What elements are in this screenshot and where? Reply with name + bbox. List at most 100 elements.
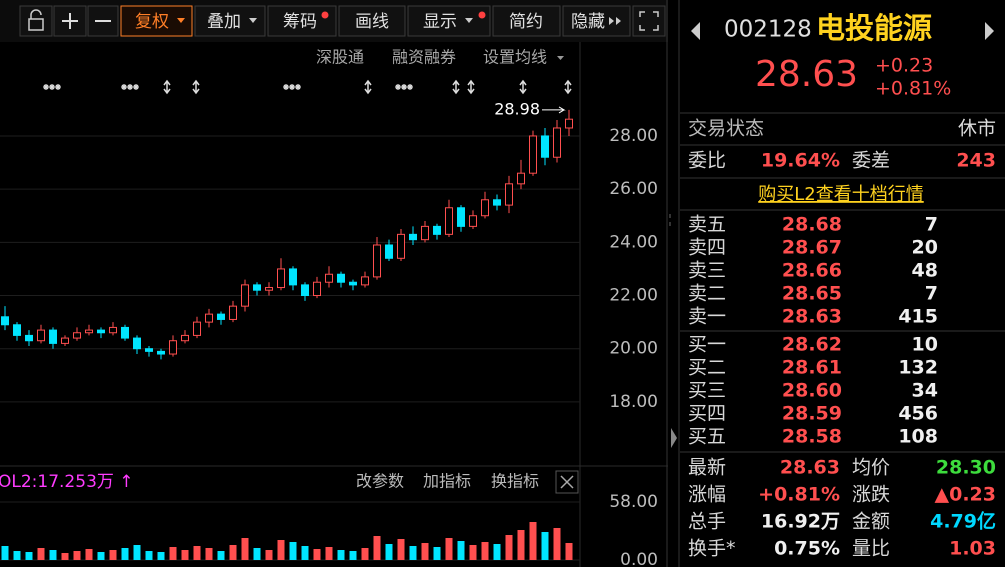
volume-bar	[205, 548, 213, 560]
volume-bar	[469, 545, 477, 560]
volume-bar	[565, 543, 573, 560]
chart-option[interactable]: 深股通	[316, 48, 364, 67]
volume-bar	[25, 552, 33, 560]
candle-body	[481, 199, 489, 217]
candle-body	[265, 287, 273, 291]
order-book: 卖五 28.68 7 卖四 28.67 20 卖三 28.66 48 卖二 28.65 7 卖一 28.6…	[688, 214, 938, 448]
candle-body	[241, 284, 249, 307]
high-annotation: 28.98	[494, 99, 540, 118]
next-stock[interactable]	[985, 22, 994, 40]
stat-label: 换手*	[688, 538, 736, 560]
level-price: 28.68	[782, 214, 842, 236]
y-tick-label: 22.00	[609, 286, 658, 306]
event-star	[55, 84, 61, 90]
volume-bar	[133, 545, 141, 560]
event-star	[407, 84, 413, 90]
volume-bar	[373, 536, 381, 560]
toolbar-button-label: 隐藏	[571, 12, 605, 32]
candle-body	[97, 329, 105, 334]
double-caret	[609, 17, 621, 25]
event-arrow	[564, 79, 572, 95]
volume-bar	[49, 550, 57, 560]
level-label: 买三	[688, 380, 726, 402]
indicator-action[interactable]: 加指标	[423, 472, 471, 491]
level-label: 买五	[688, 426, 726, 448]
volume-bar	[349, 551, 357, 560]
event-arrow	[452, 79, 460, 95]
stat-label: 金额	[852, 511, 890, 533]
volume-bar	[193, 546, 201, 560]
candle-body	[121, 326, 129, 339]
event-star	[121, 84, 127, 90]
level-label: 买二	[688, 357, 726, 379]
expand-button[interactable]	[632, 5, 666, 37]
candle-body	[421, 225, 429, 241]
chart-option[interactable]: 融资融券	[392, 48, 456, 67]
event-star	[133, 84, 139, 90]
event-arrow	[467, 79, 475, 95]
zoom-in-button[interactable]	[53, 5, 87, 37]
display-button[interactable]	[407, 5, 491, 37]
stat-value: 16.92万	[761, 511, 840, 533]
dropdown-caret	[557, 56, 564, 60]
stat-label: 最新	[688, 457, 726, 479]
collapse-arrow[interactable]	[671, 428, 677, 448]
y-tick-label: 26.00	[609, 179, 658, 199]
indicator-action[interactable]: 改参数	[356, 472, 404, 491]
stat-value: 1.03	[949, 538, 996, 560]
event-star	[283, 84, 289, 90]
event-star	[289, 84, 295, 90]
volume-bar	[109, 550, 117, 560]
chips-button[interactable]	[267, 5, 337, 37]
stat-value: +0.81%	[758, 484, 840, 506]
ratio-label: 委比	[688, 150, 726, 172]
volume-bar	[313, 549, 321, 560]
volume-tick-label: 0.00	[620, 550, 658, 567]
candle-body	[337, 273, 345, 283]
candle-body	[169, 340, 177, 355]
volume-bar	[457, 541, 465, 560]
toolbar-button-label: 复权	[135, 12, 169, 32]
level-label: 卖二	[688, 283, 726, 305]
stat-value: 28.63	[780, 457, 840, 479]
candle-body	[445, 207, 453, 235]
candle-body	[145, 348, 153, 352]
l2-link[interactable]: 购买L2查看十档行情	[758, 184, 923, 205]
candlestick-chart: 28.00 26.00 24.00 22.00 20.00 18.00 58.00 0.00 2…	[0, 99, 658, 567]
volume-bar	[481, 542, 489, 560]
stock-code: 002128	[724, 17, 812, 43]
simple-button[interactable]	[492, 5, 561, 37]
diff-value: 243	[956, 150, 996, 172]
volume-bar	[265, 550, 273, 560]
volume-bar	[85, 549, 93, 560]
lock-icon	[30, 9, 42, 19]
event-arrow	[163, 79, 171, 95]
volume-bar	[253, 548, 261, 560]
draw-button[interactable]	[338, 5, 406, 37]
candle-body	[37, 329, 45, 342]
event-star	[49, 84, 55, 90]
chart-option[interactable]: 设置均线	[483, 48, 547, 67]
lock-button[interactable]	[19, 5, 53, 37]
volume-bar	[217, 551, 225, 560]
indicator-action[interactable]: 换指标	[491, 472, 539, 491]
level-price: 28.67	[782, 237, 842, 259]
candle-body	[61, 337, 69, 344]
close-indicator[interactable]	[555, 470, 579, 494]
level-price: 28.60	[782, 380, 842, 402]
level-label: 卖三	[688, 260, 726, 282]
level-volume: 20	[912, 237, 938, 259]
stat-value: 4.79亿	[930, 510, 996, 533]
expand-icon	[639, 11, 659, 31]
level-volume: 48	[912, 260, 938, 282]
volume-bar	[61, 553, 69, 560]
candle-body	[193, 321, 201, 336]
prev-stock[interactable]	[691, 22, 700, 40]
level-volume: 34	[912, 380, 938, 402]
candle-body	[289, 268, 297, 286]
lock-icon	[28, 18, 44, 31]
toolbar-button-label: 画线	[355, 12, 389, 32]
level-price: 28.66	[782, 260, 842, 282]
candle-body	[469, 215, 477, 227]
